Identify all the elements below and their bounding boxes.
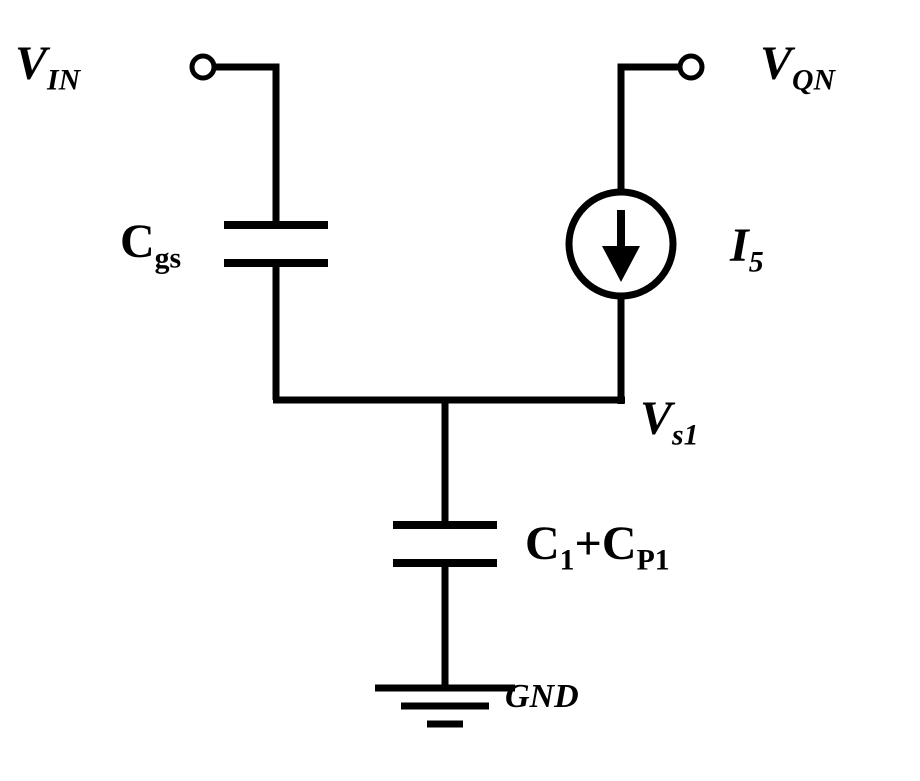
- label-i5-main: I: [730, 219, 749, 272]
- wire-vqn-to-isrc: [621, 67, 680, 192]
- label-i5-sub: 5: [749, 246, 764, 279]
- label-cgs-sub: gs: [155, 242, 181, 275]
- label-vqn-sub: QN: [792, 64, 835, 97]
- label-vqn: VQN: [760, 40, 835, 88]
- label-c1cp1-p3: P1: [637, 544, 670, 577]
- label-cgs-main: C: [120, 215, 155, 268]
- label-c1cp1-p1: 1: [560, 544, 575, 577]
- wire-vin-to-cgs: [214, 67, 276, 225]
- label-vs1-main: V: [640, 392, 672, 445]
- ground-symbol: [375, 688, 515, 724]
- circuit-canvas: VIN VQN Cgs I5 Vs1 C1+CP1 GND: [0, 0, 920, 781]
- terminal-vqn: [680, 56, 702, 78]
- label-i5: I5: [730, 222, 764, 270]
- label-vs1-sub: s1: [672, 419, 698, 452]
- circuit-svg: [0, 0, 920, 781]
- label-vin: VIN: [15, 40, 80, 88]
- label-gnd: GND: [505, 680, 579, 714]
- label-cgs: Cgs: [120, 218, 181, 266]
- terminal-vin: [192, 56, 214, 78]
- label-vin-main: V: [15, 37, 47, 90]
- label-vs1: Vs1: [640, 395, 698, 443]
- label-c1cp1: C1+CP1: [525, 520, 670, 568]
- capacitor-c1-cp1: [393, 525, 497, 563]
- label-c1cp1-p2: +C: [575, 517, 637, 570]
- current-source-i5: [569, 192, 673, 296]
- label-vqn-main: V: [760, 37, 792, 90]
- label-vin-sub: IN: [47, 64, 80, 97]
- label-c1cp1-p0: C: [525, 517, 560, 570]
- capacitor-cgs: [224, 225, 328, 263]
